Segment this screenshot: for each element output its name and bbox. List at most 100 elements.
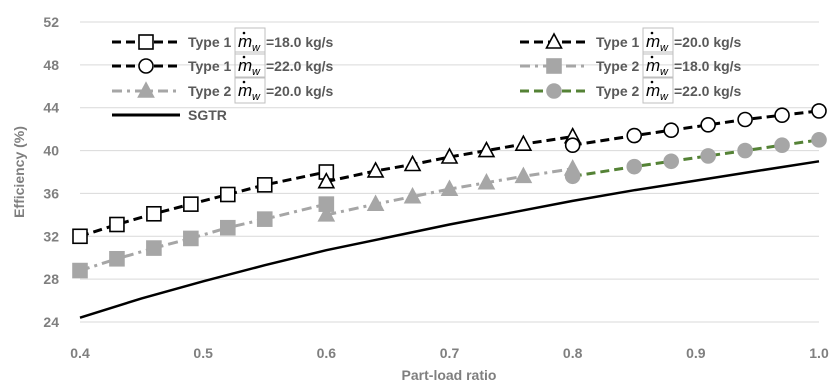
mass-flow-symbol [646, 80, 669, 103]
data-point [811, 132, 827, 148]
legend-label-value: =20.0 kg/s [266, 83, 334, 99]
data-point [146, 240, 162, 256]
data-point [774, 137, 790, 154]
data-point [109, 250, 125, 267]
mass-flow-symbol [646, 31, 669, 54]
data-point [626, 158, 643, 175]
data-point [317, 205, 336, 222]
legend-entry: Type 2 =22.0 kg/s [520, 76, 742, 104]
legend-formula-box [234, 76, 266, 104]
data-point [564, 168, 581, 185]
series-1 [72, 164, 335, 245]
data-point [811, 103, 827, 119]
data-point [663, 153, 680, 170]
mass-flow-symbol [646, 55, 669, 78]
legend-formula-box [642, 76, 674, 104]
data-point [403, 186, 422, 204]
legend-marker [138, 34, 154, 50]
y-tick-label: 24 [43, 314, 59, 330]
legend-entry: Type 2 =18.0 kg/s [520, 51, 742, 79]
legend-formula-box [642, 51, 674, 79]
x-tick-label: 0.7 [440, 345, 460, 361]
data-point [220, 186, 236, 203]
data-point [109, 216, 125, 233]
data-point [477, 140, 496, 158]
y-tick-label: 36 [43, 185, 59, 201]
mass-flow-symbol [238, 55, 261, 78]
data-point [774, 107, 790, 124]
legend-label-value: =22.0 kg/s [674, 83, 742, 99]
series-6 [564, 132, 827, 185]
legend-formula-box [642, 27, 674, 55]
legend-label: Type 1 [596, 34, 640, 50]
data-point [403, 154, 422, 172]
legend-entry: Type 1 =18.0 kg/s [112, 27, 334, 55]
series-4 [72, 196, 335, 279]
data-point [626, 127, 643, 144]
series-line [79, 160, 820, 319]
data-point [440, 179, 459, 196]
legend-marker [138, 58, 154, 74]
legend-formula-box [234, 27, 266, 55]
y-tick-label: 52 [43, 14, 59, 30]
legend-marker [546, 83, 562, 99]
legend-label: Type 2 [596, 83, 640, 99]
axes: Efficiency (%) Part-load ratio 24 28 32 36 4… [11, 14, 829, 383]
data-point [564, 137, 581, 154]
legend-entry: SGTR [112, 107, 227, 123]
legend-marker [546, 58, 562, 74]
data-point [220, 219, 236, 236]
legend-formula-box [234, 51, 266, 79]
x-tick-label: 1.0 [809, 345, 829, 361]
data-point [700, 148, 716, 164]
data-point [183, 196, 199, 212]
data-point [256, 211, 273, 227]
legend-entry: Type 1 =22.0 kg/s [112, 51, 334, 79]
x-axis-title: Part-load ratio [402, 367, 497, 383]
x-tick-label: 0.5 [193, 345, 213, 361]
y-tick-label: 44 [43, 100, 59, 116]
x-tick-label: 0.9 [686, 345, 706, 361]
series-7 [79, 160, 820, 319]
y-tick-label: 48 [43, 57, 59, 73]
legend-marker [545, 32, 563, 49]
data-point [317, 171, 336, 189]
x-tick-label: 0.4 [70, 345, 90, 361]
data-point [700, 117, 716, 133]
legend-entry: Type 1 =20.0 kg/s [520, 27, 742, 55]
legend-label: SGTR [188, 107, 227, 123]
legend-label: Type 2 [188, 83, 232, 99]
data-point [514, 134, 533, 151]
legend-label: Type 1 [188, 58, 232, 74]
data-point [477, 173, 496, 190]
series-lines [72, 103, 827, 319]
y-axis-title: Efficiency (%) [11, 126, 27, 218]
legend-marker [137, 81, 155, 98]
y-tick-label: 40 [43, 143, 59, 159]
data-point [440, 147, 459, 164]
data-point [72, 262, 88, 279]
y-tick-label: 32 [43, 228, 59, 244]
data-point [146, 205, 162, 222]
series-5 [317, 159, 582, 222]
legend-entry: Type 2 =20.0 kg/s [112, 76, 334, 104]
data-point [366, 194, 385, 211]
data-point [663, 122, 680, 139]
legend-label: Type 2 [596, 58, 640, 74]
series-3 [564, 103, 827, 154]
mass-flow-symbol [238, 80, 261, 103]
legend-label-value: =18.0 kg/s [674, 58, 742, 74]
data-point [737, 111, 753, 128]
data-point [256, 177, 273, 193]
data-point [737, 142, 753, 159]
data-point [514, 166, 533, 184]
data-point [366, 161, 385, 178]
legend-label-value: =20.0 kg/s [674, 34, 742, 50]
legend-label-value: =18.0 kg/s [266, 34, 334, 50]
legend: Type 1 =18.0 kg/s Type 1 =20.0 kg/s Type 1 =2… [112, 27, 742, 123]
y-tick-label: 28 [43, 271, 59, 287]
legend-label-value: =22.0 kg/s [266, 58, 334, 74]
series-2 [317, 126, 582, 189]
mass-flow-symbol [238, 31, 261, 54]
